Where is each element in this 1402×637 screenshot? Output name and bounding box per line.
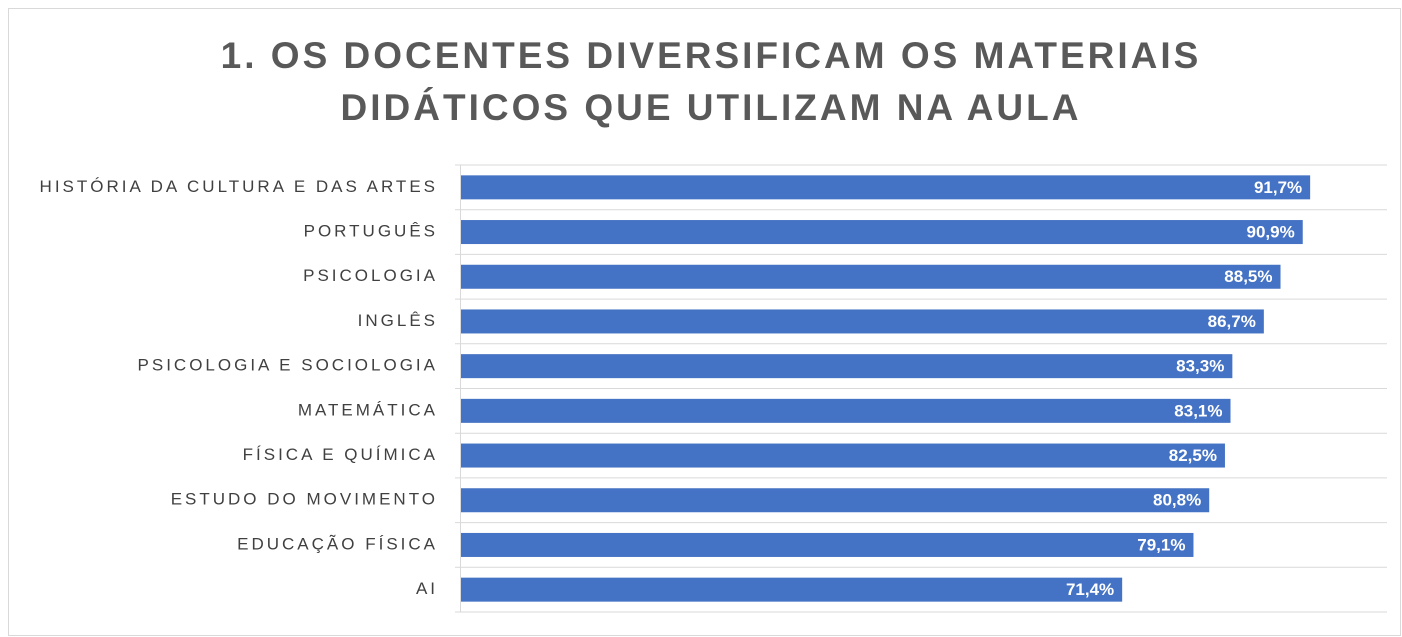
bar <box>461 488 1210 513</box>
data-label: 88,5% <box>1224 267 1272 286</box>
chart-frame <box>8 8 1401 636</box>
bar <box>461 354 1233 379</box>
data-label: 91,7% <box>1254 178 1302 197</box>
bar <box>461 577 1123 602</box>
data-label: 90,9% <box>1247 223 1295 242</box>
y-tick-label: PORTUGUÊS <box>304 222 438 241</box>
data-label: 83,1% <box>1174 401 1222 420</box>
data-label: 86,7% <box>1208 312 1256 331</box>
bar <box>461 532 1194 557</box>
y-tick-label: EDUCAÇÃO FÍSICA <box>237 534 438 553</box>
chart-title: 1. OS DOCENTES DIVERSIFICAM OS MATERIAIS… <box>220 35 1202 128</box>
data-label: 80,8% <box>1153 491 1201 510</box>
bar <box>461 264 1281 289</box>
y-tick-label: PSICOLOGIA <box>303 266 438 285</box>
data-label: 83,3% <box>1176 357 1224 376</box>
data-label: 82,5% <box>1169 446 1217 465</box>
y-tick-label: ESTUDO DO MOVIMENTO <box>171 490 438 509</box>
y-tick-label: MATEMÁTICA <box>298 400 438 419</box>
y-tick-label: PSICOLOGIA E SOCIOLOGIA <box>138 356 438 375</box>
y-tick-label: INGLÊS <box>358 311 438 330</box>
data-label: 79,1% <box>1137 535 1185 554</box>
bar <box>461 309 1264 334</box>
bar <box>461 398 1231 423</box>
bar <box>461 175 1311 200</box>
bar <box>461 443 1225 468</box>
y-tick-label: HISTÓRIA DA CULTURA E DAS ARTES <box>40 177 438 196</box>
y-tick-label: FÍSICA E QUÍMICA <box>243 445 438 464</box>
data-label: 71,4% <box>1066 580 1114 599</box>
y-tick-label: AI <box>416 579 438 598</box>
bar <box>461 220 1303 245</box>
